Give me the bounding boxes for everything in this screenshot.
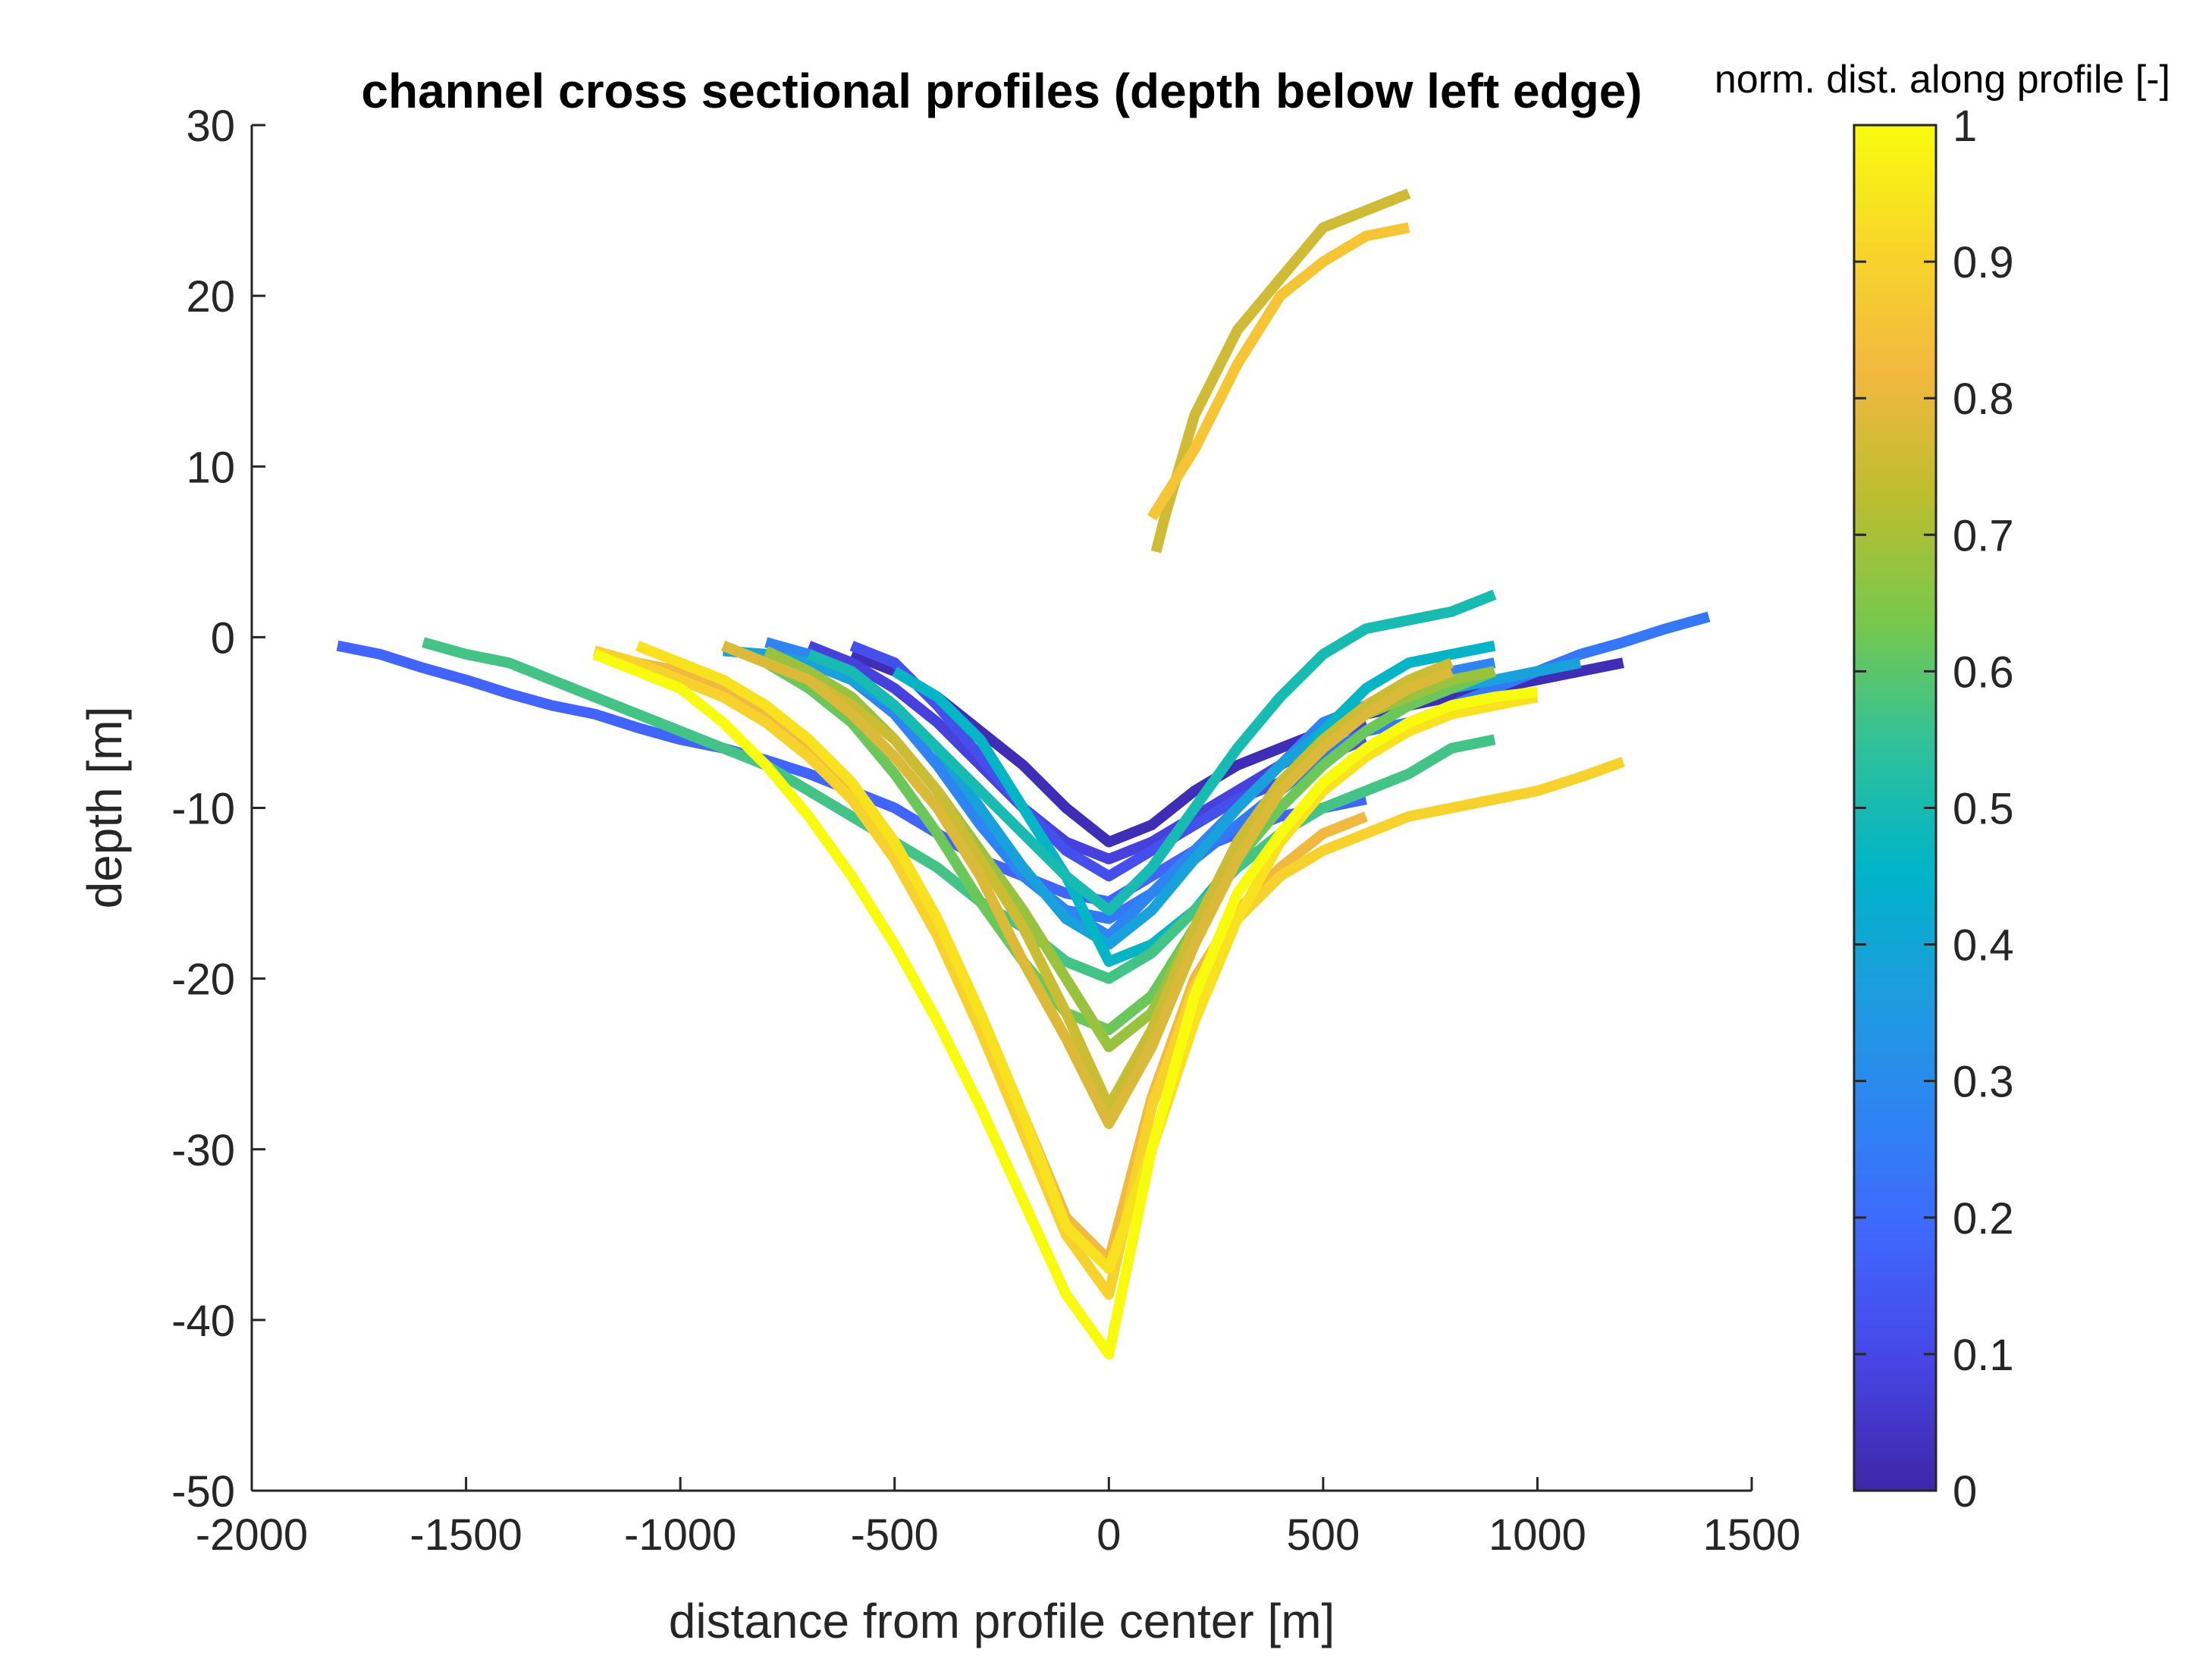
y-tick-label: 10 xyxy=(186,443,235,492)
profile-line-20 xyxy=(592,649,1539,1360)
y-tick-label: -10 xyxy=(171,785,235,834)
colorbar-tick-label: 0.9 xyxy=(1953,238,2014,287)
y-tick-label: 20 xyxy=(186,272,235,321)
y-tick-label: -20 xyxy=(171,955,235,1005)
x-tick-label: -2000 xyxy=(196,1510,308,1560)
colorbar-tick-label: 0.8 xyxy=(1953,375,2014,424)
x-ticks: -2000 -1500 -1000 -500 0 500 1000 1500 xyxy=(196,1477,1801,1560)
y-tick-label: -30 xyxy=(171,1126,235,1175)
x-tick-label: -500 xyxy=(851,1510,939,1560)
profile-line-14 xyxy=(721,641,1454,1129)
colorbar-tick-label: 1 xyxy=(1953,102,1977,151)
y-tick-label: 0 xyxy=(211,613,235,663)
colorbar-title: norm. dist. along profile [-] xyxy=(1715,58,2170,102)
profile-line-13 xyxy=(721,641,1454,1112)
colorbar-tick-label: 0.5 xyxy=(1953,785,2014,834)
profile-line-19 xyxy=(635,641,1539,1275)
profile-line-15 xyxy=(1150,188,1411,554)
colorbar-gradient xyxy=(1853,124,1937,1492)
x-tick-label: 1000 xyxy=(1489,1510,1586,1560)
colorbar-tick-label: 0.4 xyxy=(1953,921,2014,971)
colorbar: 0 0.1 0.2 0.3 0.4 0.5 0.6 0.7 0.8 0.9 1 norm. dist… xyxy=(1715,58,2170,1516)
y-tick-label: 30 xyxy=(186,102,235,151)
plot-lines xyxy=(336,188,1711,1360)
colorbar-tick-label: 0.7 xyxy=(1953,511,2014,560)
colorbar-tick-label: 0.1 xyxy=(1953,1331,2014,1380)
x-tick-label: 500 xyxy=(1286,1510,1360,1560)
profile-line-9 xyxy=(807,589,1497,916)
y-tick-label: -40 xyxy=(171,1297,235,1346)
chart-title: channel cross sectional profiles (depth … xyxy=(361,64,1642,118)
y-tick-label: -50 xyxy=(171,1467,235,1516)
profile-line-10 xyxy=(422,637,1496,984)
profile-line-11 xyxy=(721,641,1497,1036)
x-tick-label: -1500 xyxy=(409,1510,522,1560)
x-tick-label: 1500 xyxy=(1702,1510,1800,1560)
x-tick-label: -1000 xyxy=(624,1510,736,1560)
colorbar-tick-label: 0.6 xyxy=(1953,648,2014,697)
x-axis-label: distance from profile center [m] xyxy=(669,1594,1335,1648)
colorbar-tick-label: 0.3 xyxy=(1953,1058,2014,1107)
y-axis-label: depth [m] xyxy=(77,707,132,909)
profile-line-16 xyxy=(1147,222,1410,521)
profile-line-18 xyxy=(593,645,1625,1300)
x-tick-label: 0 xyxy=(1097,1510,1121,1560)
colorbar-ticks: 0 0.1 0.2 0.3 0.4 0.5 0.6 0.7 0.8 0.9 1 xyxy=(1854,102,2014,1516)
colorbar-tick-label: 0 xyxy=(1953,1467,1977,1516)
colorbar-tick-label: 0.2 xyxy=(1953,1194,2014,1243)
y-ticks: -50 -40 -30 -20 -10 0 10 20 30 xyxy=(171,102,265,1516)
